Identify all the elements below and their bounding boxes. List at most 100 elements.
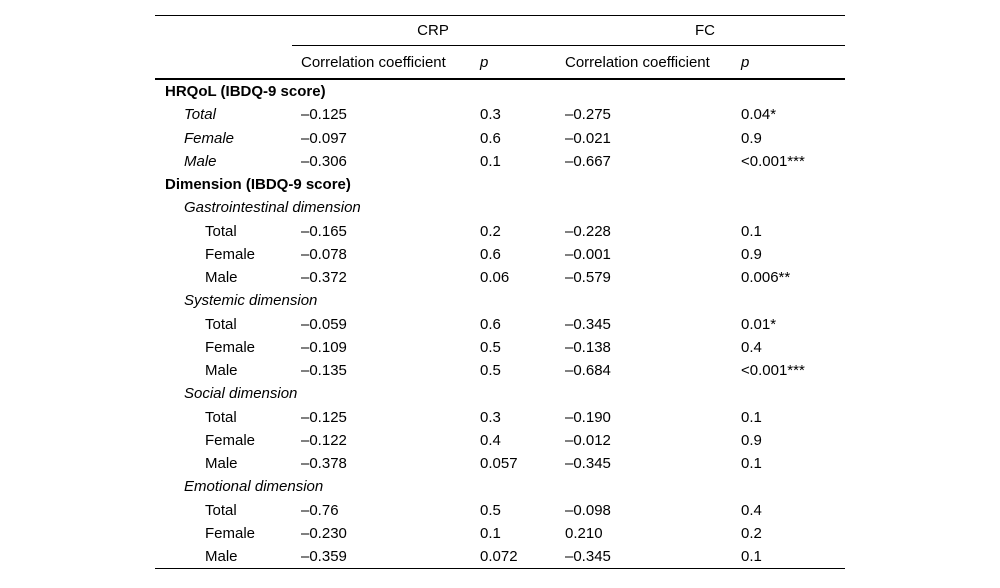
cell-crp-correlation: –0.306 bbox=[301, 152, 347, 170]
row-label: Female bbox=[184, 129, 235, 147]
table-row: Male –0.135 0.5 –0.684 <0.001*** bbox=[155, 359, 845, 382]
cell-crp-p: 0.1 bbox=[480, 152, 501, 170]
row-label: Female bbox=[205, 431, 256, 449]
cell-crp-p: 0.06 bbox=[480, 269, 510, 287]
group-underline-rule bbox=[292, 45, 845, 46]
cell-crp-p: 0.2 bbox=[480, 222, 501, 240]
table-row: Total –0.76 0.5 –0.098 0.4 bbox=[155, 499, 845, 522]
header-fc-correlation-coefficient: Correlation coefficient bbox=[565, 53, 710, 71]
row-label: Male bbox=[205, 269, 238, 287]
cell-fc-p: 0.006** bbox=[741, 269, 791, 287]
cell-crp-p: 0.6 bbox=[480, 129, 501, 147]
table-row: HRQoL (IBDQ-9 score) bbox=[155, 80, 845, 103]
cell-fc-correlation: –0.684 bbox=[565, 362, 611, 380]
table-row: Total –0.059 0.6 –0.345 0.01* bbox=[155, 313, 845, 336]
table-row: Female –0.078 0.6 –0.001 0.9 bbox=[155, 243, 845, 266]
cell-fc-p: 0.4 bbox=[741, 501, 762, 519]
row-label: Total bbox=[205, 222, 237, 240]
cell-crp-correlation: –0.122 bbox=[301, 431, 347, 449]
table-row: Systemic dimension bbox=[155, 289, 845, 312]
column-group-header-row: CRP FC bbox=[155, 16, 845, 45]
column-group-fc: FC bbox=[695, 22, 715, 39]
table-row: Female –0.230 0.1 0.210 0.2 bbox=[155, 522, 845, 545]
cell-fc-p: 0.04* bbox=[741, 106, 777, 124]
row-label: Total bbox=[205, 315, 237, 333]
row-label: Total bbox=[205, 501, 237, 519]
cell-fc-correlation: –0.345 bbox=[565, 548, 611, 566]
cell-fc-p: <0.001*** bbox=[741, 362, 805, 380]
row-label: Female bbox=[205, 524, 256, 542]
cell-crp-correlation: –0.125 bbox=[301, 106, 347, 124]
table-row: Female –0.109 0.5 –0.138 0.4 bbox=[155, 336, 845, 359]
row-label: Male bbox=[205, 548, 238, 566]
cell-crp-p: 0.1 bbox=[480, 524, 501, 542]
cell-crp-p: 0.072 bbox=[480, 548, 518, 566]
cell-crp-correlation: –0.135 bbox=[301, 362, 347, 380]
header-fc-p-value: p bbox=[741, 53, 750, 71]
cell-fc-correlation: –0.012 bbox=[565, 431, 611, 449]
cell-crp-correlation: –0.372 bbox=[301, 269, 347, 287]
cell-crp-correlation: –0.078 bbox=[301, 245, 347, 263]
correlation-table: CRP FC Correlation coefficient p Correla… bbox=[155, 15, 845, 570]
row-label: Male bbox=[205, 455, 238, 473]
cell-fc-correlation: –0.001 bbox=[565, 245, 611, 263]
cell-crp-correlation: –0.059 bbox=[301, 315, 347, 333]
cell-crp-correlation: –0.230 bbox=[301, 524, 347, 542]
table-row: Total –0.165 0.2 –0.228 0.1 bbox=[155, 220, 845, 243]
cell-crp-correlation: –0.359 bbox=[301, 548, 347, 566]
row-label: HRQoL (IBDQ-9 score) bbox=[165, 83, 326, 101]
cell-fc-p: 0.1 bbox=[741, 408, 762, 426]
row-label: Total bbox=[205, 408, 237, 426]
row-label: Total bbox=[184, 106, 216, 124]
table-row: Female –0.122 0.4 –0.012 0.9 bbox=[155, 429, 845, 452]
cell-fc-correlation: –0.098 bbox=[565, 501, 611, 519]
cell-fc-p: 0.9 bbox=[741, 129, 762, 147]
row-label: Male bbox=[205, 362, 238, 380]
cell-crp-correlation: –0.125 bbox=[301, 408, 347, 426]
cell-fc-p: 0.1 bbox=[741, 222, 762, 240]
cell-fc-p: 0.9 bbox=[741, 431, 762, 449]
table-row: Dimension (IBDQ-9 score) bbox=[155, 173, 845, 196]
cell-fc-correlation: –0.345 bbox=[565, 455, 611, 473]
column-header-row: Correlation coefficient p Correlation co… bbox=[155, 46, 845, 78]
cell-fc-correlation: –0.345 bbox=[565, 315, 611, 333]
table-body: HRQoL (IBDQ-9 score) Total –0.125 0.3 –0… bbox=[155, 80, 845, 568]
cell-fc-p: 0.1 bbox=[741, 548, 762, 566]
cell-crp-correlation: –0.109 bbox=[301, 338, 347, 356]
header-crp-p-value: p bbox=[480, 53, 489, 71]
row-label: Gastrointestinal dimension bbox=[184, 199, 361, 217]
table-row: Social dimension bbox=[155, 382, 845, 405]
cell-crp-correlation: –0.165 bbox=[301, 222, 347, 240]
cell-crp-correlation: –0.76 bbox=[301, 501, 339, 519]
header-bottom-rule bbox=[155, 78, 845, 80]
row-label: Systemic dimension bbox=[184, 292, 318, 310]
row-label: Female bbox=[205, 245, 256, 263]
table-row: Male –0.359 0.072 –0.345 0.1 bbox=[155, 545, 845, 568]
table-row: Total –0.125 0.3 –0.190 0.1 bbox=[155, 406, 845, 429]
table-row: Female –0.097 0.6 –0.021 0.9 bbox=[155, 127, 845, 150]
cell-crp-p: 0.3 bbox=[480, 408, 501, 426]
cell-fc-correlation: 0.210 bbox=[565, 524, 603, 542]
cell-fc-correlation: –0.021 bbox=[565, 129, 611, 147]
cell-crp-p: 0.3 bbox=[480, 106, 501, 124]
table-row: Total –0.125 0.3 –0.275 0.04* bbox=[155, 103, 845, 126]
table-row: Male –0.306 0.1 –0.667 <0.001*** bbox=[155, 150, 845, 173]
cell-fc-correlation: –0.579 bbox=[565, 269, 611, 287]
row-label: Emotional dimension bbox=[184, 478, 324, 496]
cell-fc-correlation: –0.190 bbox=[565, 408, 611, 426]
column-group-crp: CRP bbox=[417, 22, 449, 39]
header-crp-correlation-coefficient: Correlation coefficient bbox=[301, 53, 446, 71]
cell-fc-p: 0.4 bbox=[741, 338, 762, 356]
row-label: Dimension (IBDQ-9 score) bbox=[165, 176, 351, 194]
cell-fc-p: 0.9 bbox=[741, 245, 762, 263]
table-row: Gastrointestinal dimension bbox=[155, 196, 845, 219]
cell-crp-correlation: –0.378 bbox=[301, 455, 347, 473]
cell-fc-correlation: –0.138 bbox=[565, 338, 611, 356]
table-top-rule bbox=[155, 15, 845, 16]
cell-crp-correlation: –0.097 bbox=[301, 129, 347, 147]
row-label: Male bbox=[184, 152, 217, 170]
cell-crp-p: 0.6 bbox=[480, 245, 501, 263]
table-row: Male –0.372 0.06 –0.579 0.006** bbox=[155, 266, 845, 289]
cell-fc-p: 0.1 bbox=[741, 455, 762, 473]
table-row: Emotional dimension bbox=[155, 475, 845, 498]
